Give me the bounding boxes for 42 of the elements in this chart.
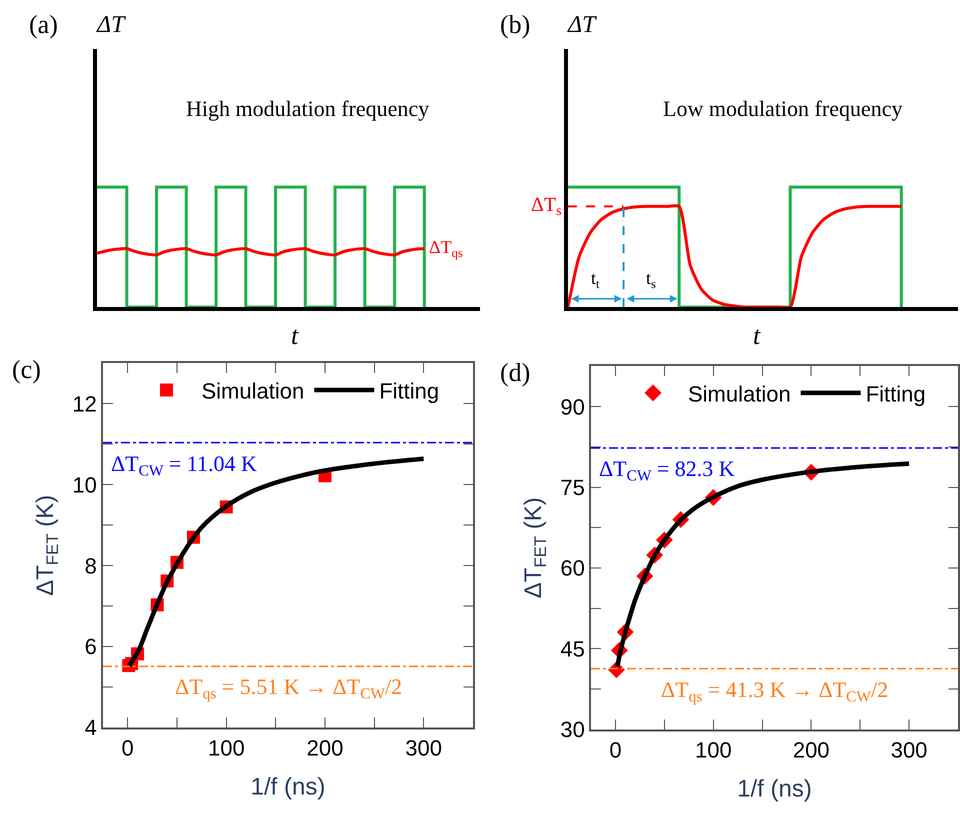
text: (a) [29,10,58,39]
y-axis-title: ΔT [567,12,598,38]
x-tick-label: 300 [890,738,928,763]
x-tick-label: 0 [609,738,622,763]
text: (b) [500,10,530,39]
x-tick-label: 200 [306,736,344,761]
y-tick-label: 8 [84,553,97,578]
legend-label: Simulation [688,381,791,406]
x-axis-title: 1/f (ns) [250,773,326,800]
y-tick-label: 10 [72,472,97,498]
y-tick-label: 6 [84,634,97,660]
x-axis-title: 1/f (ns) [737,775,812,802]
chart-title: High modulation frequency [186,96,430,121]
y-axis-title: ΔT [96,12,126,38]
ref-line-label: ΔT$_{CW}$ = 11.04 K [111,451,257,480]
x-axis-title: t [291,321,299,350]
legend-label: Simulation [202,378,304,404]
ref-line-label: ΔT$_{s}$ [531,194,562,220]
y-tick-label: 90 [560,394,585,420]
y-tick-label: 60 [560,556,585,581]
x-tick-label: 300 [405,736,442,761]
x-tick-label: 0 [122,736,134,761]
y-tick-label: 75 [560,474,585,500]
text: (d) [500,358,530,387]
x-tick-label: 100 [694,738,732,763]
y-tick-label: 4 [84,715,97,740]
annotation: t$_{s}$ [646,268,656,291]
annotation: t$_{t}$ [591,268,600,291]
legend-label: Fitting [866,381,926,406]
x-tick-label: 200 [792,738,830,763]
x-tick-label: 100 [208,736,245,761]
chart-title: Low modulation frequency [663,96,902,121]
x-axis-title: t [753,321,761,350]
y-tick-label: 45 [560,636,585,662]
series-label: ΔT$_{qs}$ [429,237,463,260]
text: (c) [12,355,41,384]
ref-line-label: ΔT$_{CW}$ = 82.3 K [599,456,735,485]
y-tick-label: 30 [560,717,585,742]
ref-line-label: ΔT$_{qs}$ = 41.3 K → ΔT$_{CW}$/2 [661,677,888,706]
y-tick-label: 12 [72,391,97,416]
ref-line-label: ΔT$_{qs}$ = 5.51 K → ΔT$_{CW}$/2 [175,674,402,703]
legend-label: Fitting [379,378,440,404]
